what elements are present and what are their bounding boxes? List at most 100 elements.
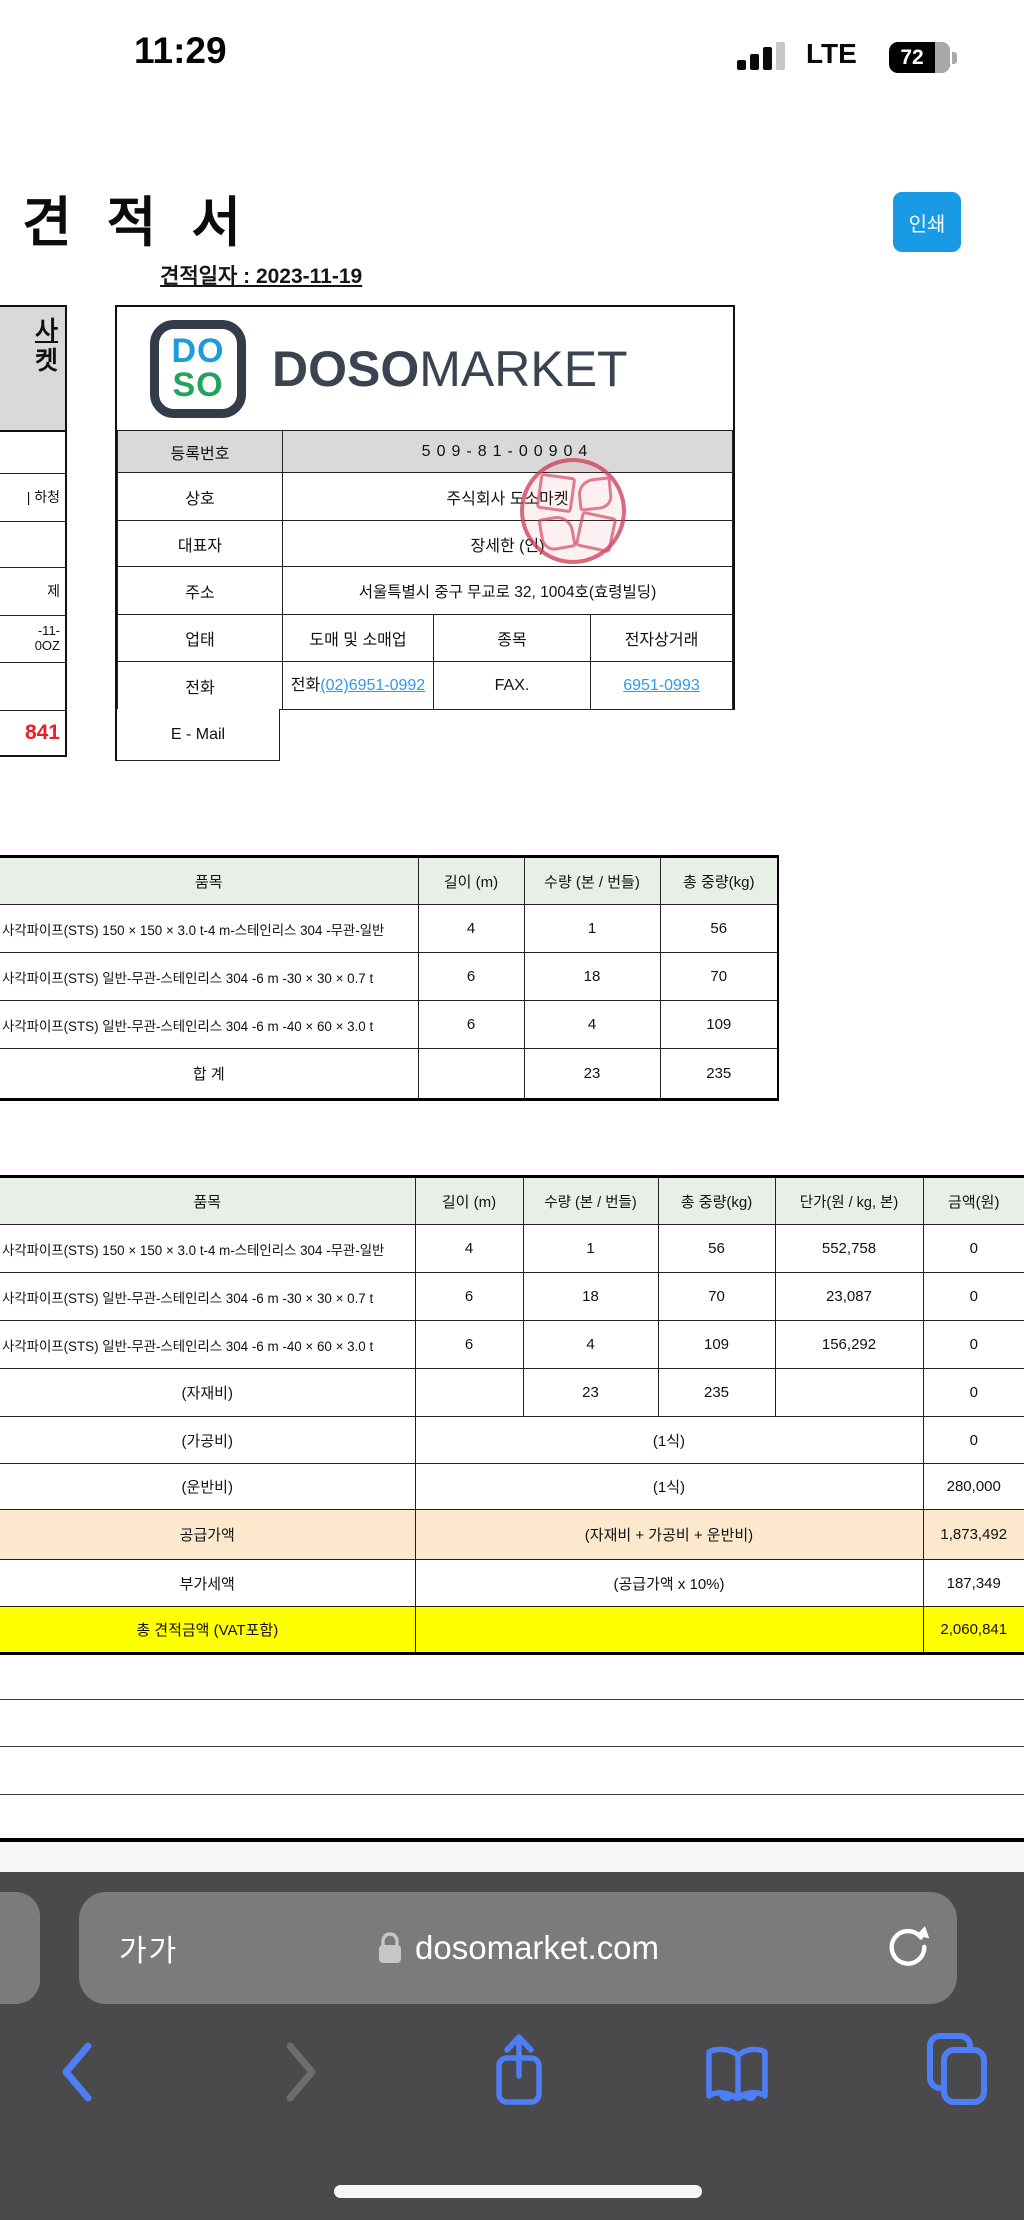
column-header: 금액(원) — [922, 1175, 1024, 1225]
fragment-row: -11- 0OZ — [0, 616, 65, 663]
column-header: 길이 (m) — [414, 1175, 524, 1225]
cell: 0 — [922, 1272, 1024, 1321]
share-button[interactable] — [490, 2032, 548, 2113]
cell: 18 — [523, 952, 661, 1001]
home-indicator[interactable] — [334, 2185, 702, 2198]
value-cell: 전자상거래 — [590, 614, 733, 662]
label-cell: 전화 — [117, 661, 283, 710]
company-seal-stamp — [520, 458, 626, 564]
supplier-info-table: DO SO DOSOMARKET 등록번호 509-81-00904 상호 주식… — [115, 305, 735, 710]
cell: 6 — [414, 1272, 524, 1321]
cell: 4 — [522, 1320, 659, 1369]
cell: 56 — [659, 904, 779, 953]
vat-row: 부가세액 (공급가액 x 10%) 187,349 — [0, 1559, 1024, 1607]
column-header: 단가(원 / kg, 본) — [774, 1175, 924, 1225]
fragment-row: 제 — [0, 568, 65, 616]
status-time: 11:29 — [134, 30, 227, 71]
brand-wordmark: DOSOMARKET — [272, 340, 628, 397]
column-header: 품목 — [0, 1175, 416, 1225]
label-cell: 상호 — [117, 472, 283, 521]
cell: 109 — [657, 1320, 776, 1369]
reload-button[interactable] — [885, 1924, 931, 1973]
detail-cell: (자재비 + 가공비 + 운반비) — [414, 1509, 924, 1560]
item-name-cell: 사각파이프(STS) 일반-무관-스테인리스 304 -6 m -30 × 30… — [0, 952, 419, 1001]
fragment-row — [0, 522, 65, 568]
amount-cell: 2,060,841 — [922, 1606, 1024, 1655]
item-name-cell: 사각파이프(STS) 150 × 150 × 3.0 t-4 m-스테인리스 3… — [0, 904, 419, 953]
signal-strength-icon — [737, 42, 785, 70]
cell: 1 — [523, 904, 661, 953]
shipping-cost-row: (운반비) (1식) 280,000 — [0, 1463, 1024, 1510]
battery-level-tail — [935, 42, 950, 73]
cell — [774, 1368, 924, 1417]
back-button[interactable] — [56, 2040, 98, 2107]
network-type-label: LTE — [806, 38, 857, 69]
adjacent-tab-sliver[interactable] — [0, 1892, 40, 2004]
tabs-button[interactable] — [922, 2030, 992, 2111]
grand-total-row: 총 견적금액 (VAT포함) 2,060,841 — [0, 1606, 1024, 1655]
cell: 56 — [657, 1224, 776, 1273]
column-header: 길이 (m) — [417, 855, 525, 905]
page-bottom-strip — [0, 1842, 1024, 1872]
quantity-table: 품목 길이 (m) 수량 (본 / 번들) 총 중량(kg) 사각파이프(STS… — [0, 855, 779, 1101]
cell: 235 — [657, 1368, 776, 1417]
cell: 235 — [659, 1048, 779, 1101]
value-cell: 서울특별시 중구 무교로 32, 1004호(효령빌딩) — [282, 566, 733, 615]
page-title: 견 적 서 — [22, 193, 252, 253]
fragment-total-amount: 841 — [24, 720, 60, 744]
row-label: (자재비) — [0, 1368, 416, 1417]
cell: 70 — [659, 952, 779, 1001]
battery-percent: 72 — [900, 45, 924, 69]
cell: 70 — [657, 1272, 776, 1321]
item-name-cell: 사각파이프(STS) 일반-무관-스테인리스 304 -6 m -40 × 60… — [0, 1000, 419, 1049]
battery-icon: 72 — [889, 42, 950, 73]
url-wrap: dosomarket.com — [79, 1929, 957, 1967]
table-row: 사각파이프(STS) 일반-무관-스테인리스 304 -6 m -30 × 30… — [0, 952, 779, 1001]
column-header: 수량 (본 / 번들) — [523, 855, 661, 905]
row-label: 부가세액 — [0, 1559, 416, 1607]
text-size-button[interactable]: 가가 — [113, 1925, 184, 1971]
column-header: 총 중량(kg) — [659, 855, 779, 905]
empty-row-rule — [0, 1794, 1024, 1795]
recipient-header-fragment: 사 켓 — [0, 307, 65, 432]
value-cell: 장세한 (인) — [282, 520, 733, 567]
cell: 6 — [417, 952, 525, 1001]
column-header: 품목 — [0, 855, 419, 905]
phone-link[interactable]: (02)6951-0992 — [320, 676, 426, 694]
label-cell: 주소 — [117, 566, 283, 615]
safari-bottom-bar: 가가 dosomarket.com — [0, 1872, 1024, 2220]
item-name-cell: 사각파이프(STS) 150 × 150 × 3.0 t-4 m-스테인리스 3… — [0, 1224, 416, 1273]
column-header: 총 중량(kg) — [657, 1175, 776, 1225]
cell: 0 — [922, 1320, 1024, 1369]
brand-row: DO SO DOSOMARKET — [117, 307, 733, 430]
cell: 109 — [659, 1000, 779, 1049]
value-cell: 도매 및 소매업 — [282, 614, 434, 662]
cell: 4 — [414, 1224, 524, 1273]
bookmarks-button[interactable] — [700, 2044, 776, 2109]
processing-cost-row: (가공비) (1식) 0 — [0, 1416, 1024, 1464]
fax-link[interactable]: 6951-0993 — [623, 676, 700, 694]
cell: 23 — [522, 1368, 659, 1417]
url-text: dosomarket.com — [415, 1929, 659, 1966]
label-cell: 종목 — [433, 614, 591, 662]
item-name-cell: 사각파이프(STS) 일반-무관-스테인리스 304 -6 m -40 × 60… — [0, 1320, 416, 1369]
address-bar[interactable]: 가가 dosomarket.com — [79, 1892, 957, 2004]
column-header: 수량 (본 / 번들) — [522, 1175, 659, 1225]
row-label: 공급가액 — [0, 1509, 416, 1560]
cell: 18 — [522, 1272, 659, 1321]
quote-date: 견적일자 : 2023-11-19 — [160, 265, 363, 288]
forward-button[interactable] — [280, 2040, 322, 2107]
table-row: 사각파이프(STS) 150 × 150 × 3.0 t-4 m-스테인리스 3… — [0, 904, 779, 953]
label-cell: FAX. — [433, 661, 591, 710]
detail-cell — [414, 1606, 924, 1655]
email-label-cell: E - Mail — [115, 709, 280, 761]
supplier-detail-table: 등록번호 509-81-00904 상호 주식회사 도소마켓 대표자 장세한 (… — [117, 430, 733, 710]
cell: 0 — [922, 1224, 1024, 1273]
table-row: 사각파이프(STS) 일반-무관-스테인리스 304 -6 m -40 × 60… — [0, 1320, 1024, 1369]
label-cell: 등록번호 — [117, 430, 283, 473]
phone-cell: 전화(02)6951-0992 — [282, 661, 434, 710]
empty-row-rule — [0, 1699, 1024, 1700]
cell: 23 — [523, 1048, 661, 1101]
print-button[interactable]: 인쇄 — [893, 192, 961, 252]
row-label: (가공비) — [0, 1416, 416, 1464]
